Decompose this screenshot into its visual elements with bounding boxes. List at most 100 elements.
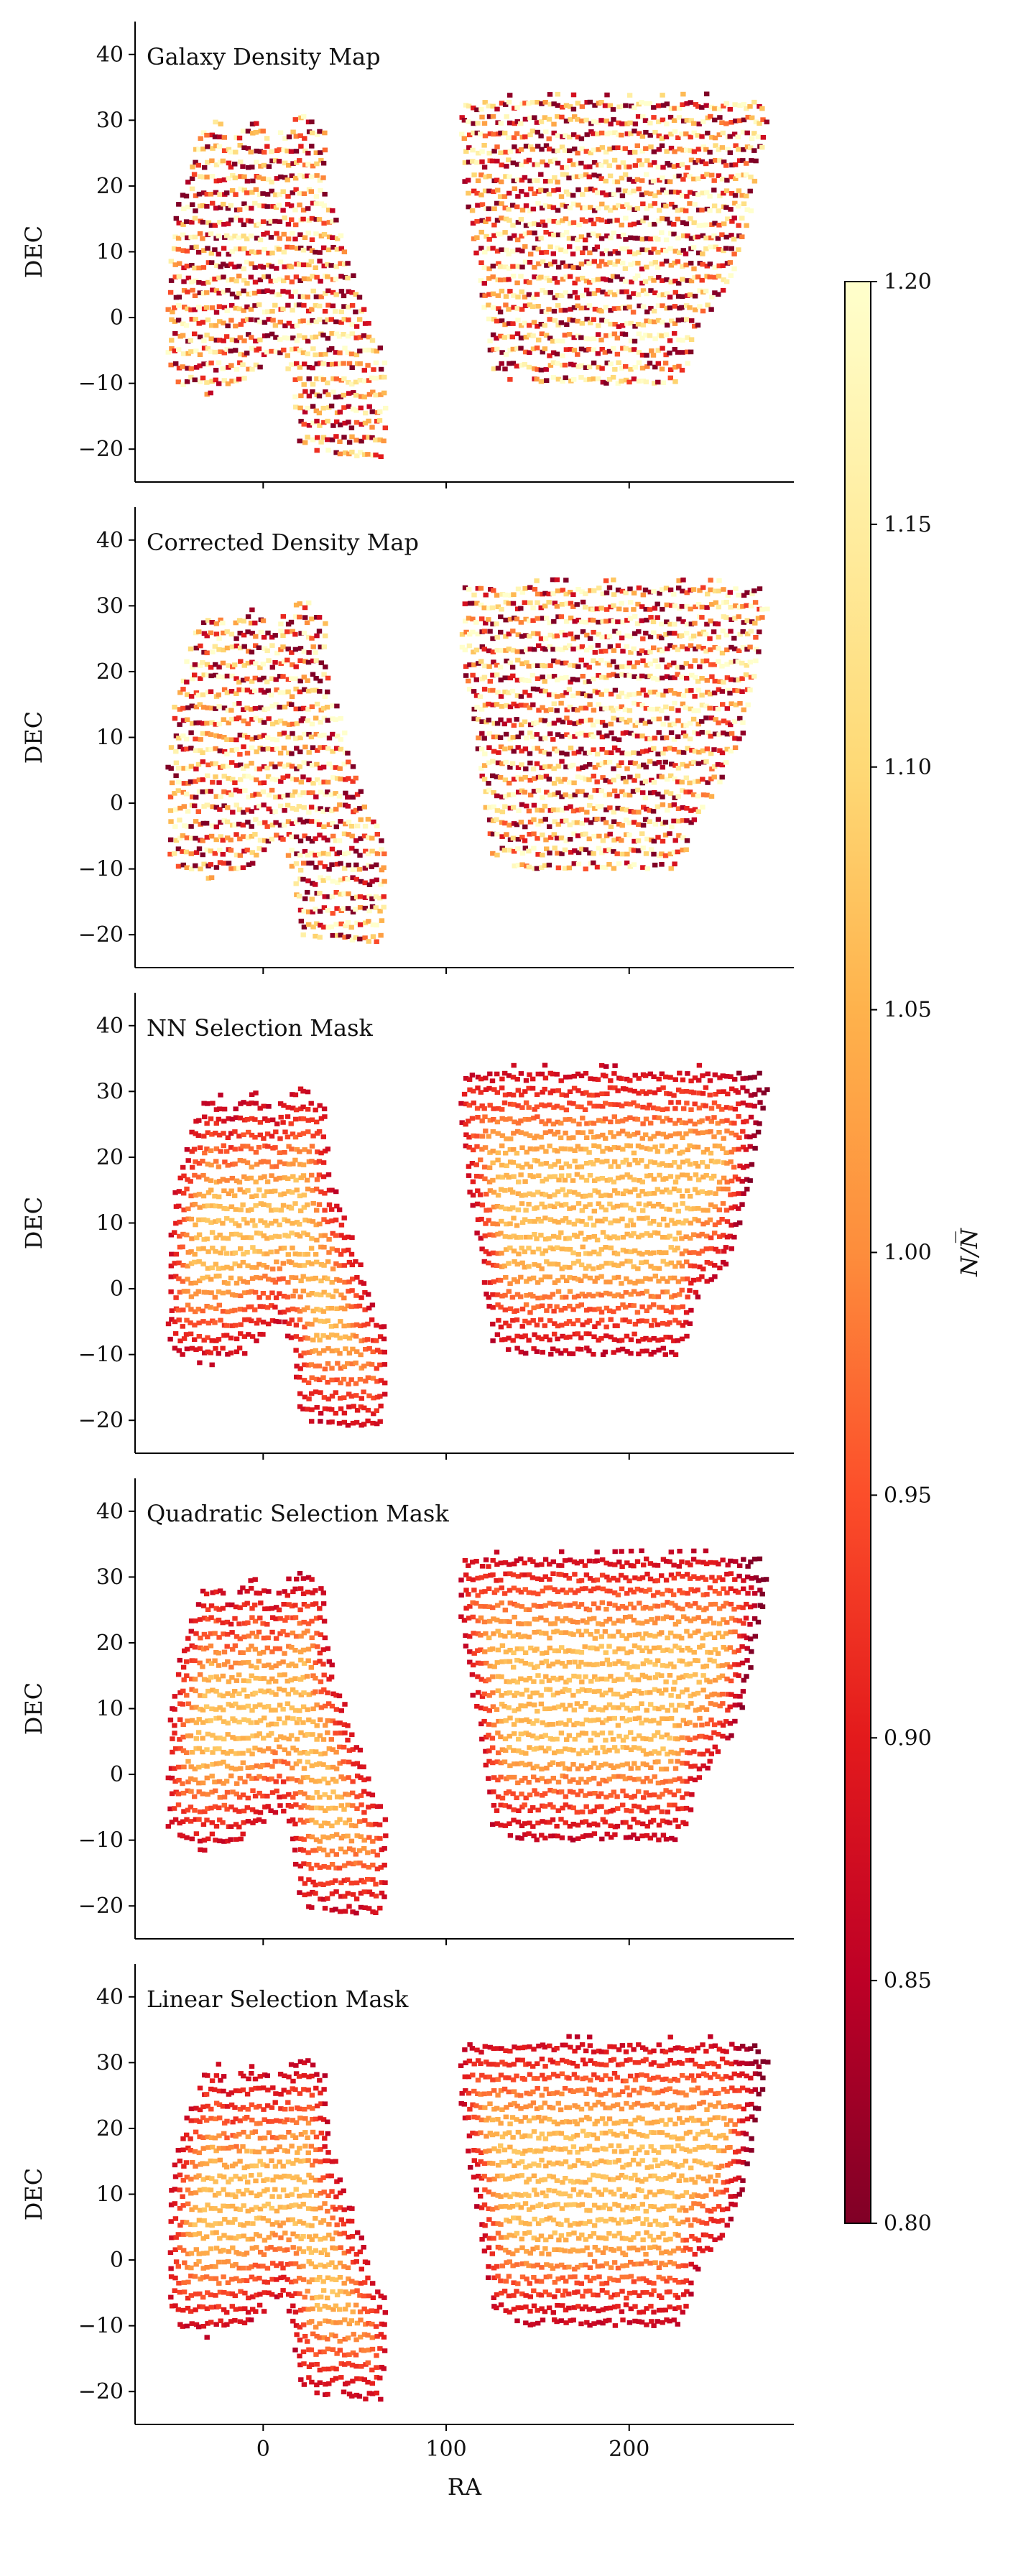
- heatmap-cell: [277, 705, 282, 710]
- heatmap-cell: [329, 1419, 335, 1424]
- heatmap-cell: [249, 205, 254, 211]
- heatmap-cell: [357, 894, 364, 899]
- heatmap-cell: [280, 208, 286, 213]
- heatmap-cell: [358, 450, 364, 455]
- heatmap-cell: [491, 790, 496, 795]
- heatmap-cell: [598, 804, 604, 809]
- heatmap-cell: [249, 607, 255, 613]
- heatmap-cell: [298, 115, 304, 121]
- heatmap-cell: [348, 425, 355, 430]
- heatmap-cell: [180, 1244, 185, 1250]
- heatmap-cell: [266, 1321, 272, 1327]
- heatmap-cell: [177, 261, 182, 267]
- heatmap-cell: [249, 249, 255, 254]
- heatmap-cell: [233, 278, 239, 284]
- heatmap-cell: [288, 203, 295, 208]
- heatmap-cell: [261, 720, 267, 725]
- heatmap-cell: [208, 630, 213, 636]
- heatmap-cell: [531, 789, 537, 794]
- heatmap-cell: [172, 1230, 177, 1235]
- heatmap-cell: [249, 1334, 256, 1339]
- heatmap-cell: [309, 144, 315, 149]
- heatmap-cell: [479, 218, 485, 223]
- heatmap-cell: [636, 585, 642, 590]
- heatmap-cell: [624, 832, 629, 838]
- heatmap-cell: [309, 1375, 315, 1381]
- heatmap-cell: [200, 375, 206, 381]
- heatmap-cell: [374, 939, 379, 945]
- heatmap-cell: [261, 1263, 267, 1268]
- heatmap-cell: [497, 735, 504, 740]
- heatmap-cell: [502, 746, 508, 751]
- heatmap-cell: [612, 687, 619, 693]
- heatmap-cell: [547, 290, 553, 295]
- heatmap-cell: [538, 322, 544, 327]
- heatmap-cell: [733, 143, 739, 148]
- heatmap-cell: [257, 203, 263, 208]
- heatmap-cell: [317, 317, 323, 322]
- heatmap-cell: [301, 276, 307, 282]
- heatmap-cell: [193, 1309, 198, 1315]
- heatmap-cell: [193, 1222, 198, 1228]
- heatmap-cell: [635, 273, 641, 279]
- heatmap-cell: [486, 266, 492, 272]
- heatmap-cell: [627, 222, 634, 228]
- heatmap-cell: [624, 121, 630, 126]
- heatmap-cell: [172, 305, 177, 310]
- heatmap-cell: [583, 218, 588, 224]
- heatmap-cell: [204, 721, 210, 726]
- heatmap-cell: [684, 317, 690, 322]
- heatmap-cell: [244, 304, 250, 310]
- heatmap-cell: [196, 305, 202, 310]
- heatmap-cell: [318, 440, 324, 445]
- heatmap-cell: [580, 629, 586, 634]
- heatmap-cell: [736, 203, 741, 209]
- heatmap-cell: [478, 172, 484, 177]
- heatmap-cell: [317, 833, 323, 838]
- heatmap-cell: [736, 223, 741, 228]
- heatmap-cell: [752, 600, 759, 605]
- heatmap-cell: [705, 130, 711, 136]
- heatmap-cells: [165, 1062, 770, 1428]
- heatmap-cell: [512, 863, 517, 868]
- heatmap-cell: [285, 353, 290, 358]
- heatmap-cell: [526, 364, 532, 370]
- heatmap-cell: [269, 836, 274, 842]
- heatmap-cell: [305, 351, 310, 356]
- heatmap-cell: [471, 172, 477, 177]
- heatmap-cell: [471, 662, 477, 667]
- heatmap-cell: [321, 232, 328, 237]
- heatmap-cell: [244, 735, 251, 740]
- heatmap-cell: [599, 251, 606, 256]
- heatmap-cell: [584, 817, 590, 823]
- heatmap-cell: [192, 662, 198, 667]
- heatmap-cell: [632, 700, 637, 706]
- heatmap-cell: [278, 1208, 284, 1213]
- heatmap-cell: [308, 734, 315, 740]
- heatmap-cell: [745, 702, 751, 708]
- heatmap-cell: [502, 205, 508, 210]
- heatmap-cell: [173, 773, 179, 779]
- heatmap-cell: [237, 360, 243, 366]
- heatmap-cell: [592, 765, 598, 770]
- heatmap-cell: [250, 131, 256, 136]
- heatmap-cell: [704, 172, 710, 177]
- heatmap-cell: [260, 1332, 266, 1337]
- heatmap-cell: [318, 806, 323, 811]
- heatmap-cell: [615, 251, 621, 256]
- heatmap-cell: [333, 717, 338, 722]
- heatmap-cell: [237, 1263, 243, 1269]
- heatmap-cell: [519, 162, 524, 167]
- heatmap-cell: [183, 323, 190, 328]
- heatmap-cell: [233, 787, 239, 793]
- heatmap-cell: [252, 200, 258, 206]
- heatmap-cell: [486, 701, 491, 707]
- heatmap-cell: [504, 832, 509, 837]
- heatmap-cell: [548, 231, 554, 237]
- heatmap-cell: [220, 1309, 226, 1314]
- heatmap-cell: [615, 748, 621, 753]
- heatmap-cell: [220, 158, 226, 164]
- heatmap-cell: [644, 692, 649, 698]
- heatmap-cell: [608, 192, 614, 197]
- heatmap-cell: [534, 866, 540, 871]
